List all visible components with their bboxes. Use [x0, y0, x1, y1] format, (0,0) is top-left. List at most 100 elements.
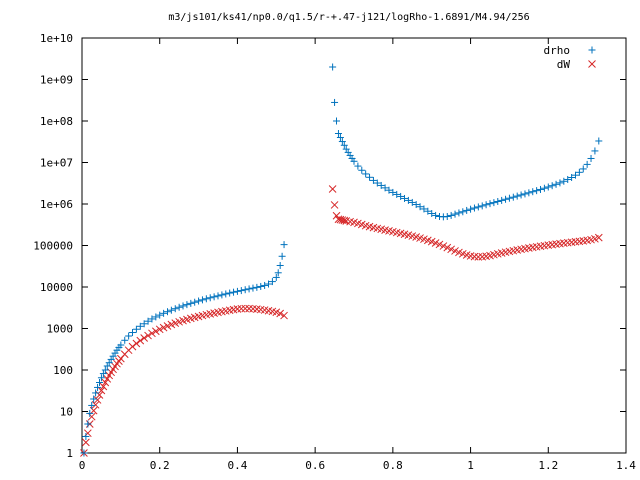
- data-point: [191, 298, 199, 306]
- data-point: [214, 292, 222, 300]
- data-point: [245, 285, 253, 293]
- y-tick-label: 1e+09: [40, 74, 73, 87]
- data-point: [167, 306, 175, 314]
- data-point: [451, 210, 459, 218]
- data-point: [132, 339, 141, 348]
- data-point: [210, 293, 218, 301]
- data-point: [249, 304, 257, 313]
- data-point: [90, 395, 98, 403]
- data-point: [132, 325, 140, 333]
- legend-label: drho: [544, 44, 571, 57]
- data-point: [521, 190, 529, 198]
- data-point: [529, 188, 537, 196]
- x-tick-label: 1.4: [616, 459, 636, 472]
- data-point: [544, 183, 552, 191]
- data-point: [82, 432, 90, 440]
- data-point: [568, 174, 576, 182]
- data-point: [274, 269, 282, 277]
- data-point: [404, 196, 412, 204]
- y-tick-label: 100: [53, 364, 73, 377]
- data-point: [350, 157, 358, 165]
- data-point: [83, 429, 92, 438]
- data-point: [88, 401, 96, 409]
- data-point: [121, 336, 129, 344]
- data-point: [482, 201, 490, 209]
- data-point: [362, 170, 370, 178]
- data-point: [470, 204, 478, 212]
- data-point: [346, 151, 354, 159]
- data-point: [103, 375, 112, 383]
- data-point: [537, 185, 545, 193]
- series-drho: [80, 63, 603, 457]
- data-point: [447, 245, 455, 254]
- data-point: [222, 290, 230, 298]
- y-tick-label: 1e+08: [40, 115, 73, 128]
- data-point: [87, 412, 96, 421]
- data-point: [420, 205, 428, 213]
- data-point: [99, 370, 107, 378]
- data-point: [455, 209, 463, 217]
- data-point: [447, 211, 455, 219]
- data-point: [328, 185, 337, 193]
- data-point: [152, 313, 160, 321]
- data-point: [253, 283, 261, 291]
- data-point: [80, 449, 88, 457]
- legend-marker: [588, 46, 596, 54]
- data-point: [155, 325, 164, 334]
- series-dW: [80, 185, 603, 457]
- data-point: [331, 98, 339, 106]
- data-point: [183, 301, 191, 309]
- data-point: [140, 320, 148, 328]
- data-point: [494, 197, 502, 205]
- data-point: [249, 284, 257, 292]
- data-point: [595, 137, 603, 145]
- data-point: [160, 309, 168, 317]
- data-point: [443, 243, 452, 252]
- data-point: [128, 342, 137, 351]
- data-point: [261, 281, 269, 289]
- data-point: [366, 173, 374, 181]
- data-point: [416, 203, 424, 211]
- data-point: [408, 198, 416, 206]
- data-point: [276, 261, 284, 269]
- data-point: [548, 182, 556, 190]
- data-point: [517, 191, 525, 199]
- data-point: [412, 201, 420, 209]
- data-point: [389, 188, 397, 196]
- data-point: [268, 278, 276, 286]
- data-point: [280, 241, 288, 249]
- data-point: [226, 289, 234, 297]
- data-point: [513, 192, 521, 200]
- data-point: [540, 184, 548, 192]
- data-point: [103, 362, 111, 370]
- data-point: [336, 134, 344, 142]
- y-tick-label: 10: [60, 406, 73, 419]
- data-point: [163, 308, 171, 316]
- data-point: [552, 180, 560, 188]
- x-tick-label: 0.6: [305, 459, 325, 472]
- data-point: [280, 311, 288, 320]
- data-point: [241, 286, 249, 294]
- x-tick-label: 1.2: [538, 459, 558, 472]
- data-point: [198, 296, 206, 304]
- data-point: [144, 317, 152, 325]
- data-point: [564, 175, 572, 183]
- data-point: [587, 154, 595, 162]
- data-point: [218, 291, 226, 299]
- data-point: [467, 205, 475, 213]
- data-point: [148, 315, 156, 323]
- data-point: [463, 206, 471, 214]
- data-point: [330, 201, 339, 209]
- data-point: [233, 305, 242, 313]
- data-point: [342, 145, 350, 153]
- data-point: [278, 252, 286, 260]
- data-point: [241, 304, 250, 313]
- data-point: [498, 196, 506, 204]
- data-point: [272, 273, 280, 281]
- data-point: [230, 288, 238, 296]
- data-point: [92, 389, 100, 397]
- data-point: [486, 200, 494, 208]
- data-point: [94, 383, 102, 391]
- data-point: [265, 280, 273, 288]
